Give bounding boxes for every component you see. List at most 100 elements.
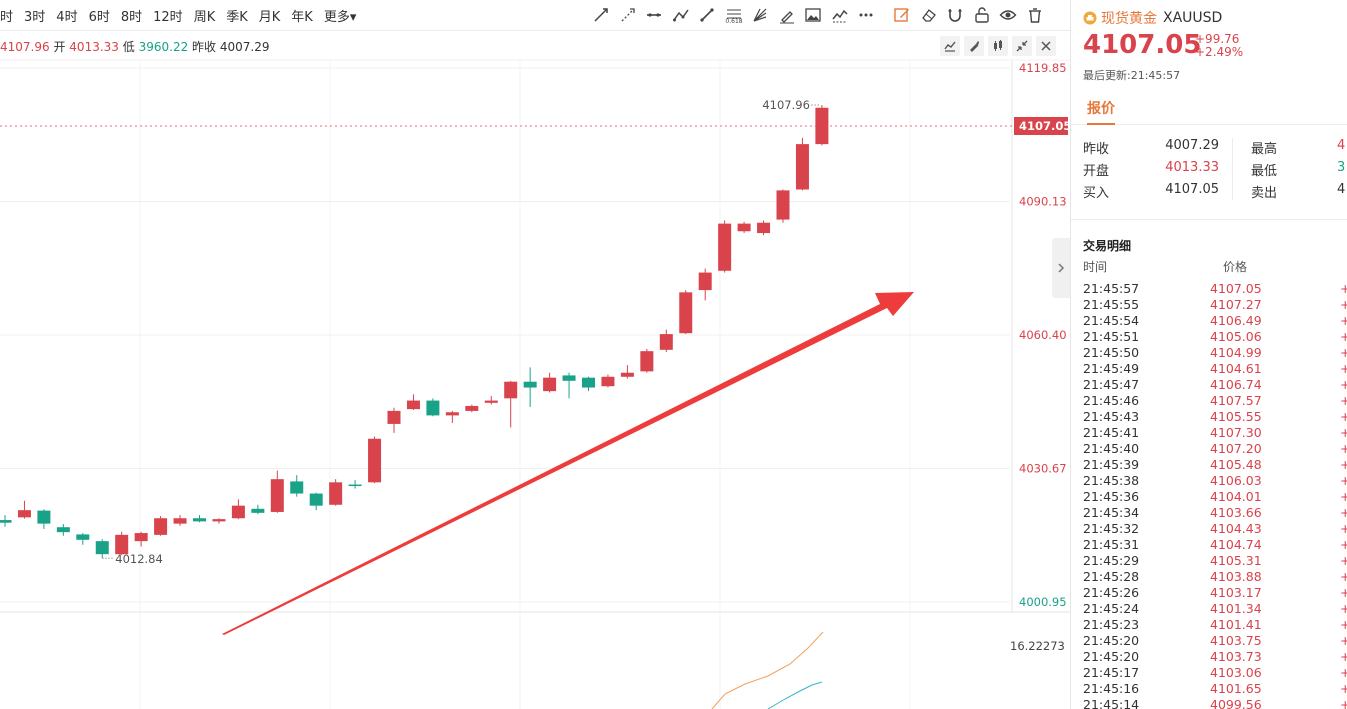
trade-price: 4104.01 — [1210, 489, 1262, 504]
candle[interactable] — [620, 365, 634, 379]
edit-tool[interactable] — [891, 4, 913, 26]
chart-style-button[interactable] — [964, 36, 984, 56]
candle-body — [348, 484, 362, 487]
candle[interactable] — [523, 367, 537, 407]
indicator-tool[interactable] — [829, 4, 851, 26]
image-icon — [805, 8, 821, 22]
candle[interactable] — [445, 410, 459, 424]
quote-panel: 现货黄金 XAUUSD 4107.05 +99.76 +2.49% 最后更新:2… — [1071, 0, 1347, 709]
tab-quote[interactable]: 报价 — [1087, 98, 1115, 125]
eye-tool[interactable] — [997, 4, 1019, 26]
polyline-tool[interactable] — [670, 4, 692, 26]
candle[interactable] — [309, 492, 323, 511]
candle[interactable] — [698, 268, 712, 301]
quote-label: 开盘 — [1083, 164, 1110, 179]
brush-tool[interactable] — [776, 4, 798, 26]
candle[interactable] — [270, 470, 284, 513]
period-5[interactable]: 12时 — [153, 9, 183, 25]
trade-time: 21:45:40 — [1083, 441, 1140, 456]
candle[interactable] — [115, 531, 129, 556]
period-7[interactable]: 季K — [226, 9, 248, 25]
high-value: 4107.96 — [0, 40, 50, 54]
brush-icon — [970, 41, 979, 52]
trend-line-tool[interactable] — [590, 4, 612, 26]
candle[interactable] — [757, 220, 771, 236]
candle[interactable] — [795, 137, 809, 191]
eraser-tool[interactable] — [918, 4, 940, 26]
trade-row: 21:45:57 4107.05 + — [1083, 281, 1347, 297]
candle[interactable] — [543, 372, 557, 393]
candle[interactable] — [231, 499, 245, 520]
candle[interactable] — [154, 515, 168, 536]
candle-body — [95, 541, 109, 555]
chart-type-button[interactable] — [940, 36, 960, 56]
candle[interactable] — [718, 220, 732, 273]
candle[interactable] — [56, 524, 70, 536]
candle[interactable] — [95, 539, 109, 559]
candle[interactable] — [406, 394, 420, 411]
candle[interactable] — [37, 509, 51, 530]
candle[interactable] — [290, 475, 304, 497]
candle[interactable] — [426, 398, 440, 417]
period-4[interactable]: 8时 — [120, 9, 143, 25]
period-0[interactable]: 时 — [0, 9, 14, 25]
period-8[interactable]: 月K — [258, 9, 281, 25]
fibonacci-tool[interactable]: 0.618 — [723, 4, 745, 26]
candle[interactable] — [193, 515, 206, 523]
period-1[interactable]: 3时 — [24, 9, 46, 25]
candle[interactable] — [776, 189, 790, 223]
candle-body — [815, 107, 829, 145]
period-10[interactable]: 更多▾ — [323, 9, 357, 25]
candle[interactable] — [582, 376, 595, 392]
y-tick-label: 4119.85 — [1019, 61, 1067, 75]
ray-line-tool[interactable] — [617, 4, 639, 26]
segment-tool[interactable] — [696, 4, 718, 26]
trade-time: 21:45:14 — [1083, 697, 1140, 709]
indicator-button[interactable] — [988, 36, 1008, 56]
period-9[interactable]: 年K — [291, 9, 313, 25]
more-tool[interactable] — [855, 4, 877, 26]
fan-tool[interactable] — [749, 4, 771, 26]
candle[interactable] — [601, 374, 615, 388]
quote-label: 最高 — [1251, 142, 1278, 157]
kline-chart[interactable]: 4119.85 4090.13 4060.40 4030.67 4000.95 4107.… — [0, 0, 1070, 709]
trash-tool[interactable] — [1024, 4, 1046, 26]
current-price-text: 4107.05 — [1019, 119, 1070, 133]
candle[interactable] — [368, 436, 382, 484]
candle[interactable] — [659, 329, 673, 353]
candle[interactable] — [134, 531, 148, 547]
period-3[interactable]: 6时 — [88, 9, 110, 25]
segment-icon — [700, 8, 714, 22]
candle[interactable] — [173, 515, 187, 526]
candle[interactable] — [679, 290, 693, 335]
eraser-icon — [921, 9, 936, 22]
candle[interactable] — [348, 480, 362, 489]
trade-time: 21:45:31 — [1083, 537, 1140, 552]
trade-price: 4106.49 — [1210, 313, 1262, 328]
magnet-tool[interactable] — [944, 4, 966, 26]
candle[interactable] — [76, 533, 90, 545]
candle[interactable] — [484, 396, 498, 405]
trade-row: 21:45:55 4107.27 + — [1083, 297, 1347, 313]
horizontal-line-tool[interactable] — [643, 4, 665, 26]
panel-toggle[interactable] — [1052, 238, 1070, 298]
candle[interactable] — [640, 348, 654, 373]
period-6[interactable]: 周K — [193, 9, 216, 25]
candle[interactable] — [815, 105, 829, 146]
candle[interactable] — [465, 404, 479, 413]
trade-flag: + — [1340, 393, 1347, 408]
candle[interactable] — [387, 407, 401, 433]
candle[interactable] — [737, 221, 751, 234]
close-chart-button[interactable] — [1036, 36, 1056, 56]
period-2[interactable]: 4时 — [56, 9, 78, 25]
candle[interactable] — [562, 372, 576, 399]
lock-tool[interactable] — [971, 4, 993, 26]
image-tool[interactable] — [802, 4, 824, 26]
candle[interactable] — [0, 515, 12, 527]
candle[interactable] — [251, 504, 265, 515]
candle[interactable] — [17, 500, 31, 519]
fullscreen-button[interactable] — [1012, 36, 1032, 56]
candle[interactable] — [212, 518, 226, 524]
candle[interactable] — [329, 479, 343, 506]
candle[interactable] — [504, 380, 518, 428]
